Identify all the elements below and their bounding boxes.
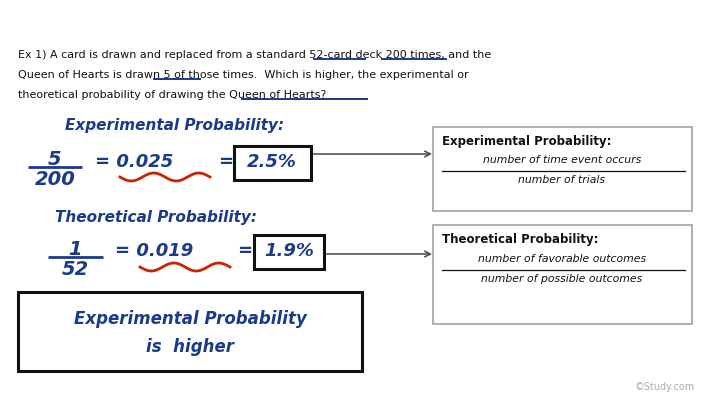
Text: =: = <box>218 153 233 170</box>
Text: number of trials: number of trials <box>518 174 606 184</box>
Text: number of time event occurs: number of time event occurs <box>483 155 641 164</box>
Text: 200: 200 <box>34 170 76 188</box>
Text: Experimental Probability:: Experimental Probability: <box>442 135 611 148</box>
Text: Experimental Probability:: Experimental Probability: <box>65 118 284 133</box>
Text: 1: 1 <box>68 239 82 258</box>
FancyBboxPatch shape <box>234 147 311 180</box>
Text: Queen of Hearts is drawn 5 of those times.  Which is higher, the experimental or: Queen of Hearts is drawn 5 of those time… <box>18 70 468 80</box>
Text: Theoretical Probability:: Theoretical Probability: <box>442 233 598 245</box>
Text: =: = <box>237 241 252 259</box>
Text: 1.9%: 1.9% <box>264 241 314 259</box>
FancyBboxPatch shape <box>433 225 692 324</box>
Text: 5: 5 <box>48 150 61 168</box>
Text: 52: 52 <box>61 259 89 278</box>
Text: is  higher: is higher <box>146 337 234 355</box>
Text: theoretical probability of drawing the Queen of Hearts?: theoretical probability of drawing the Q… <box>18 90 326 100</box>
Text: number of possible outcomes: number of possible outcomes <box>481 273 643 283</box>
Text: 2.5%: 2.5% <box>247 153 297 170</box>
Text: ©Study.com: ©Study.com <box>635 381 695 391</box>
Text: Theoretical Probability:: Theoretical Probability: <box>55 209 257 225</box>
Text: Experimental Probability: Experimental Probability <box>74 309 307 327</box>
Text: Ex 1) A card is drawn and replaced from a standard 52-card deck 200 times, and t: Ex 1) A card is drawn and replaced from … <box>18 50 491 60</box>
FancyBboxPatch shape <box>254 235 324 269</box>
FancyBboxPatch shape <box>433 128 692 211</box>
Text: number of favorable outcomes: number of favorable outcomes <box>478 253 646 263</box>
FancyBboxPatch shape <box>18 292 362 371</box>
Text: = 0.019: = 0.019 <box>115 241 193 259</box>
Text: = 0.025: = 0.025 <box>95 153 173 170</box>
